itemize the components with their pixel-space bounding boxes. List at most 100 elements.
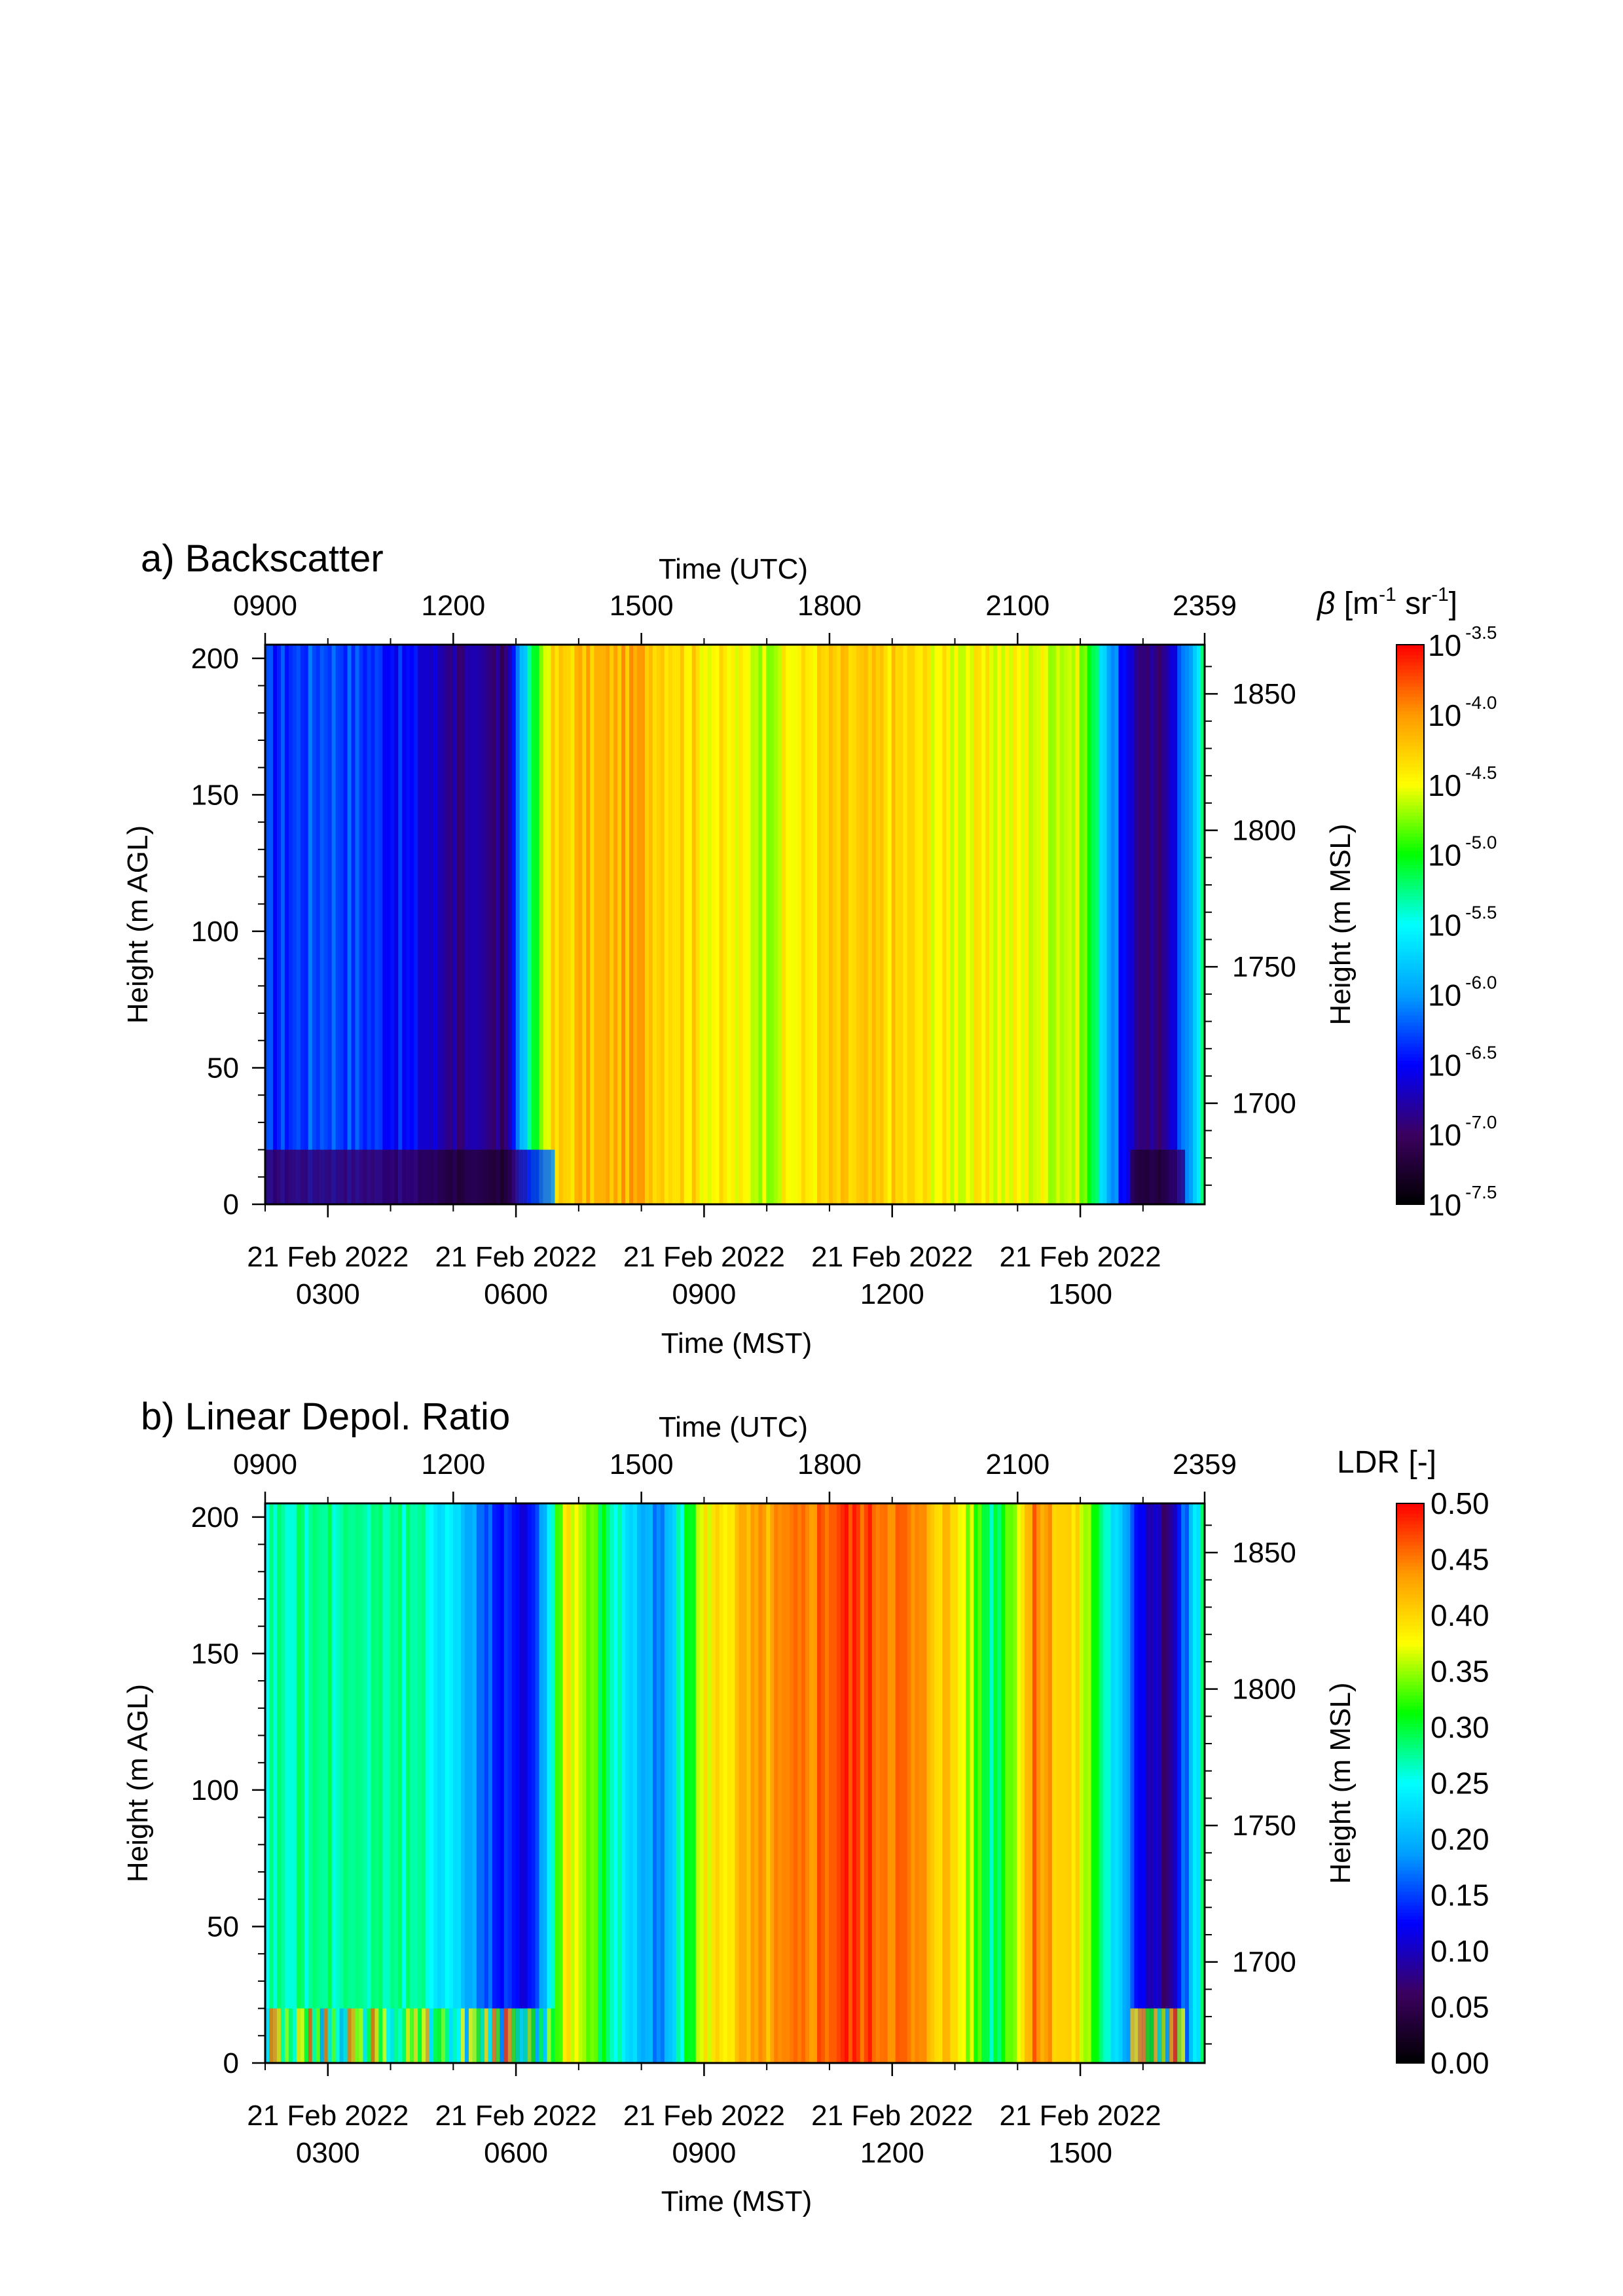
x-top-tick-label: 2359 — [1173, 1448, 1237, 1480]
heatmap-column — [825, 645, 830, 1204]
colorbar-segment — [1396, 1811, 1424, 1816]
heatmap-column — [1110, 1503, 1116, 2063]
surface-noise — [1173, 1149, 1178, 1204]
colorbar-segment — [1396, 1155, 1424, 1160]
colorbar-segment — [1396, 1975, 1424, 1980]
x-bottom-axis-label: Time (MST) — [661, 2185, 812, 2217]
heatmap-column — [484, 1503, 489, 2063]
colorbar-segment — [1396, 2041, 1424, 2047]
colorbar-segment — [1396, 1710, 1424, 1714]
colorbar-segment — [1396, 791, 1424, 796]
heatmap-column — [915, 1503, 920, 2063]
colorbar-segment — [1396, 1088, 1424, 1093]
heatmap-column — [625, 645, 630, 1204]
x-top-tick-label: 2100 — [985, 1448, 1049, 1480]
heatmap-column — [1079, 645, 1084, 1204]
panel-ldr: 0 50 100 150 200 Height (m AGL) 1700 1750 1800 18… — [122, 1395, 1489, 2217]
colorbar-frame — [1396, 1503, 1425, 2064]
colorbar-segment — [1396, 1590, 1424, 1595]
surface-noise — [453, 1149, 458, 1204]
heatmap-column — [1169, 1503, 1174, 2063]
x-bottom-time-label: 0900 — [672, 2137, 736, 2169]
colorbar-segment — [1396, 774, 1424, 778]
surface-noise — [515, 2008, 520, 2063]
heatmap-column — [562, 645, 567, 1204]
surface-noise — [1181, 2008, 1186, 2063]
heatmap-column — [1044, 645, 1049, 1204]
surface-noise — [284, 1149, 289, 1204]
heatmap-column — [433, 1503, 438, 2063]
y-tick-label: 150 — [191, 779, 239, 811]
heatmap-column — [1024, 1503, 1029, 2063]
heatmap-column — [903, 645, 908, 1204]
heatmap-column — [327, 1503, 333, 2063]
heatmap-column — [875, 645, 881, 1204]
surface-noise — [304, 2008, 309, 2063]
x-bottom-date-label: 21 Feb 2022 — [811, 2100, 973, 2132]
heatmap-column — [821, 645, 826, 1204]
heatmap-column — [1161, 1503, 1166, 2063]
heatmap-column — [883, 645, 888, 1204]
surface-noise — [484, 1149, 489, 1204]
colorbar-segment — [1396, 1141, 1424, 1145]
colorbar-segment — [1396, 795, 1424, 799]
heatmap-column — [1165, 645, 1170, 1204]
heatmap-column — [418, 645, 422, 1204]
x-bottom-date-label: 21 Feb 2022 — [247, 2100, 409, 2132]
colorbar-segment — [1396, 704, 1424, 708]
surface-noise — [394, 1149, 399, 1204]
colorbar-segment — [1396, 1134, 1424, 1139]
surface-noise — [445, 1149, 450, 1204]
colorbar-segment — [1396, 1702, 1424, 1707]
colorbar-segment — [1396, 948, 1424, 954]
heatmap-column — [547, 1503, 552, 2063]
surface-noise — [1158, 2008, 1162, 2063]
surface-noise — [284, 2008, 289, 2063]
colorbar-segment — [1396, 1962, 1424, 1966]
heatmap-column — [539, 645, 544, 1204]
heatmap-column — [308, 645, 313, 1204]
heatmap-column — [1185, 1503, 1190, 2063]
surface-noise — [288, 2008, 293, 2063]
colorbar-segment — [1396, 1982, 1424, 1987]
surface-noise — [327, 2008, 333, 2063]
surface-noise — [382, 1149, 387, 1204]
colorbar-segment — [1396, 778, 1424, 782]
heatmap-column — [778, 1503, 782, 2063]
surface-noise — [339, 1149, 344, 1204]
heatmap-column — [1009, 1503, 1013, 2063]
heatmap-column — [1138, 645, 1142, 1204]
heatmap-column — [496, 1503, 501, 2063]
colorbar-segment — [1396, 1517, 1424, 1522]
x-bottom-date-label: 21 Feb 2022 — [811, 1241, 973, 1273]
heatmap-column — [378, 1503, 383, 2063]
surface-noise — [410, 1149, 414, 1204]
heatmap-column — [895, 1503, 900, 2063]
heatmap-column — [265, 645, 270, 1204]
heatmap-column — [879, 645, 884, 1204]
colorbar-tick-label: 0.35 — [1431, 1655, 1489, 1689]
heatmap-column — [742, 645, 748, 1204]
panel-backscatter: 0 50 100 150 200 Height (m AGL) 1700 1750 1800 18… — [122, 537, 1497, 1359]
heatmap-column — [711, 1503, 716, 2063]
colorbar-segment — [1396, 882, 1424, 887]
heatmap-column — [1087, 645, 1092, 1204]
surface-noise — [363, 2008, 368, 2063]
colorbar-segment — [1396, 1545, 1424, 1550]
heatmap-column — [821, 1503, 826, 2063]
heatmap-column — [832, 645, 837, 1204]
heatmap-column — [844, 1503, 849, 2063]
surface-noise — [1161, 2008, 1166, 2063]
surface-noise — [539, 2008, 544, 2063]
x-bottom-date-label: 21 Feb 2022 — [623, 2100, 785, 2132]
heatmap-column — [1083, 1503, 1088, 2063]
colorbar-segment — [1396, 1685, 1424, 1690]
heatmap-column — [1099, 645, 1104, 1204]
colorbar-segment — [1396, 969, 1424, 975]
colorbar-segment — [1396, 1664, 1424, 1668]
surface-noise — [394, 2008, 399, 2063]
colorbar-segment — [1396, 1148, 1424, 1153]
colorbar-segment — [1396, 1916, 1424, 1920]
surface-noise — [468, 1149, 473, 1204]
heatmap-column — [488, 1503, 493, 2063]
